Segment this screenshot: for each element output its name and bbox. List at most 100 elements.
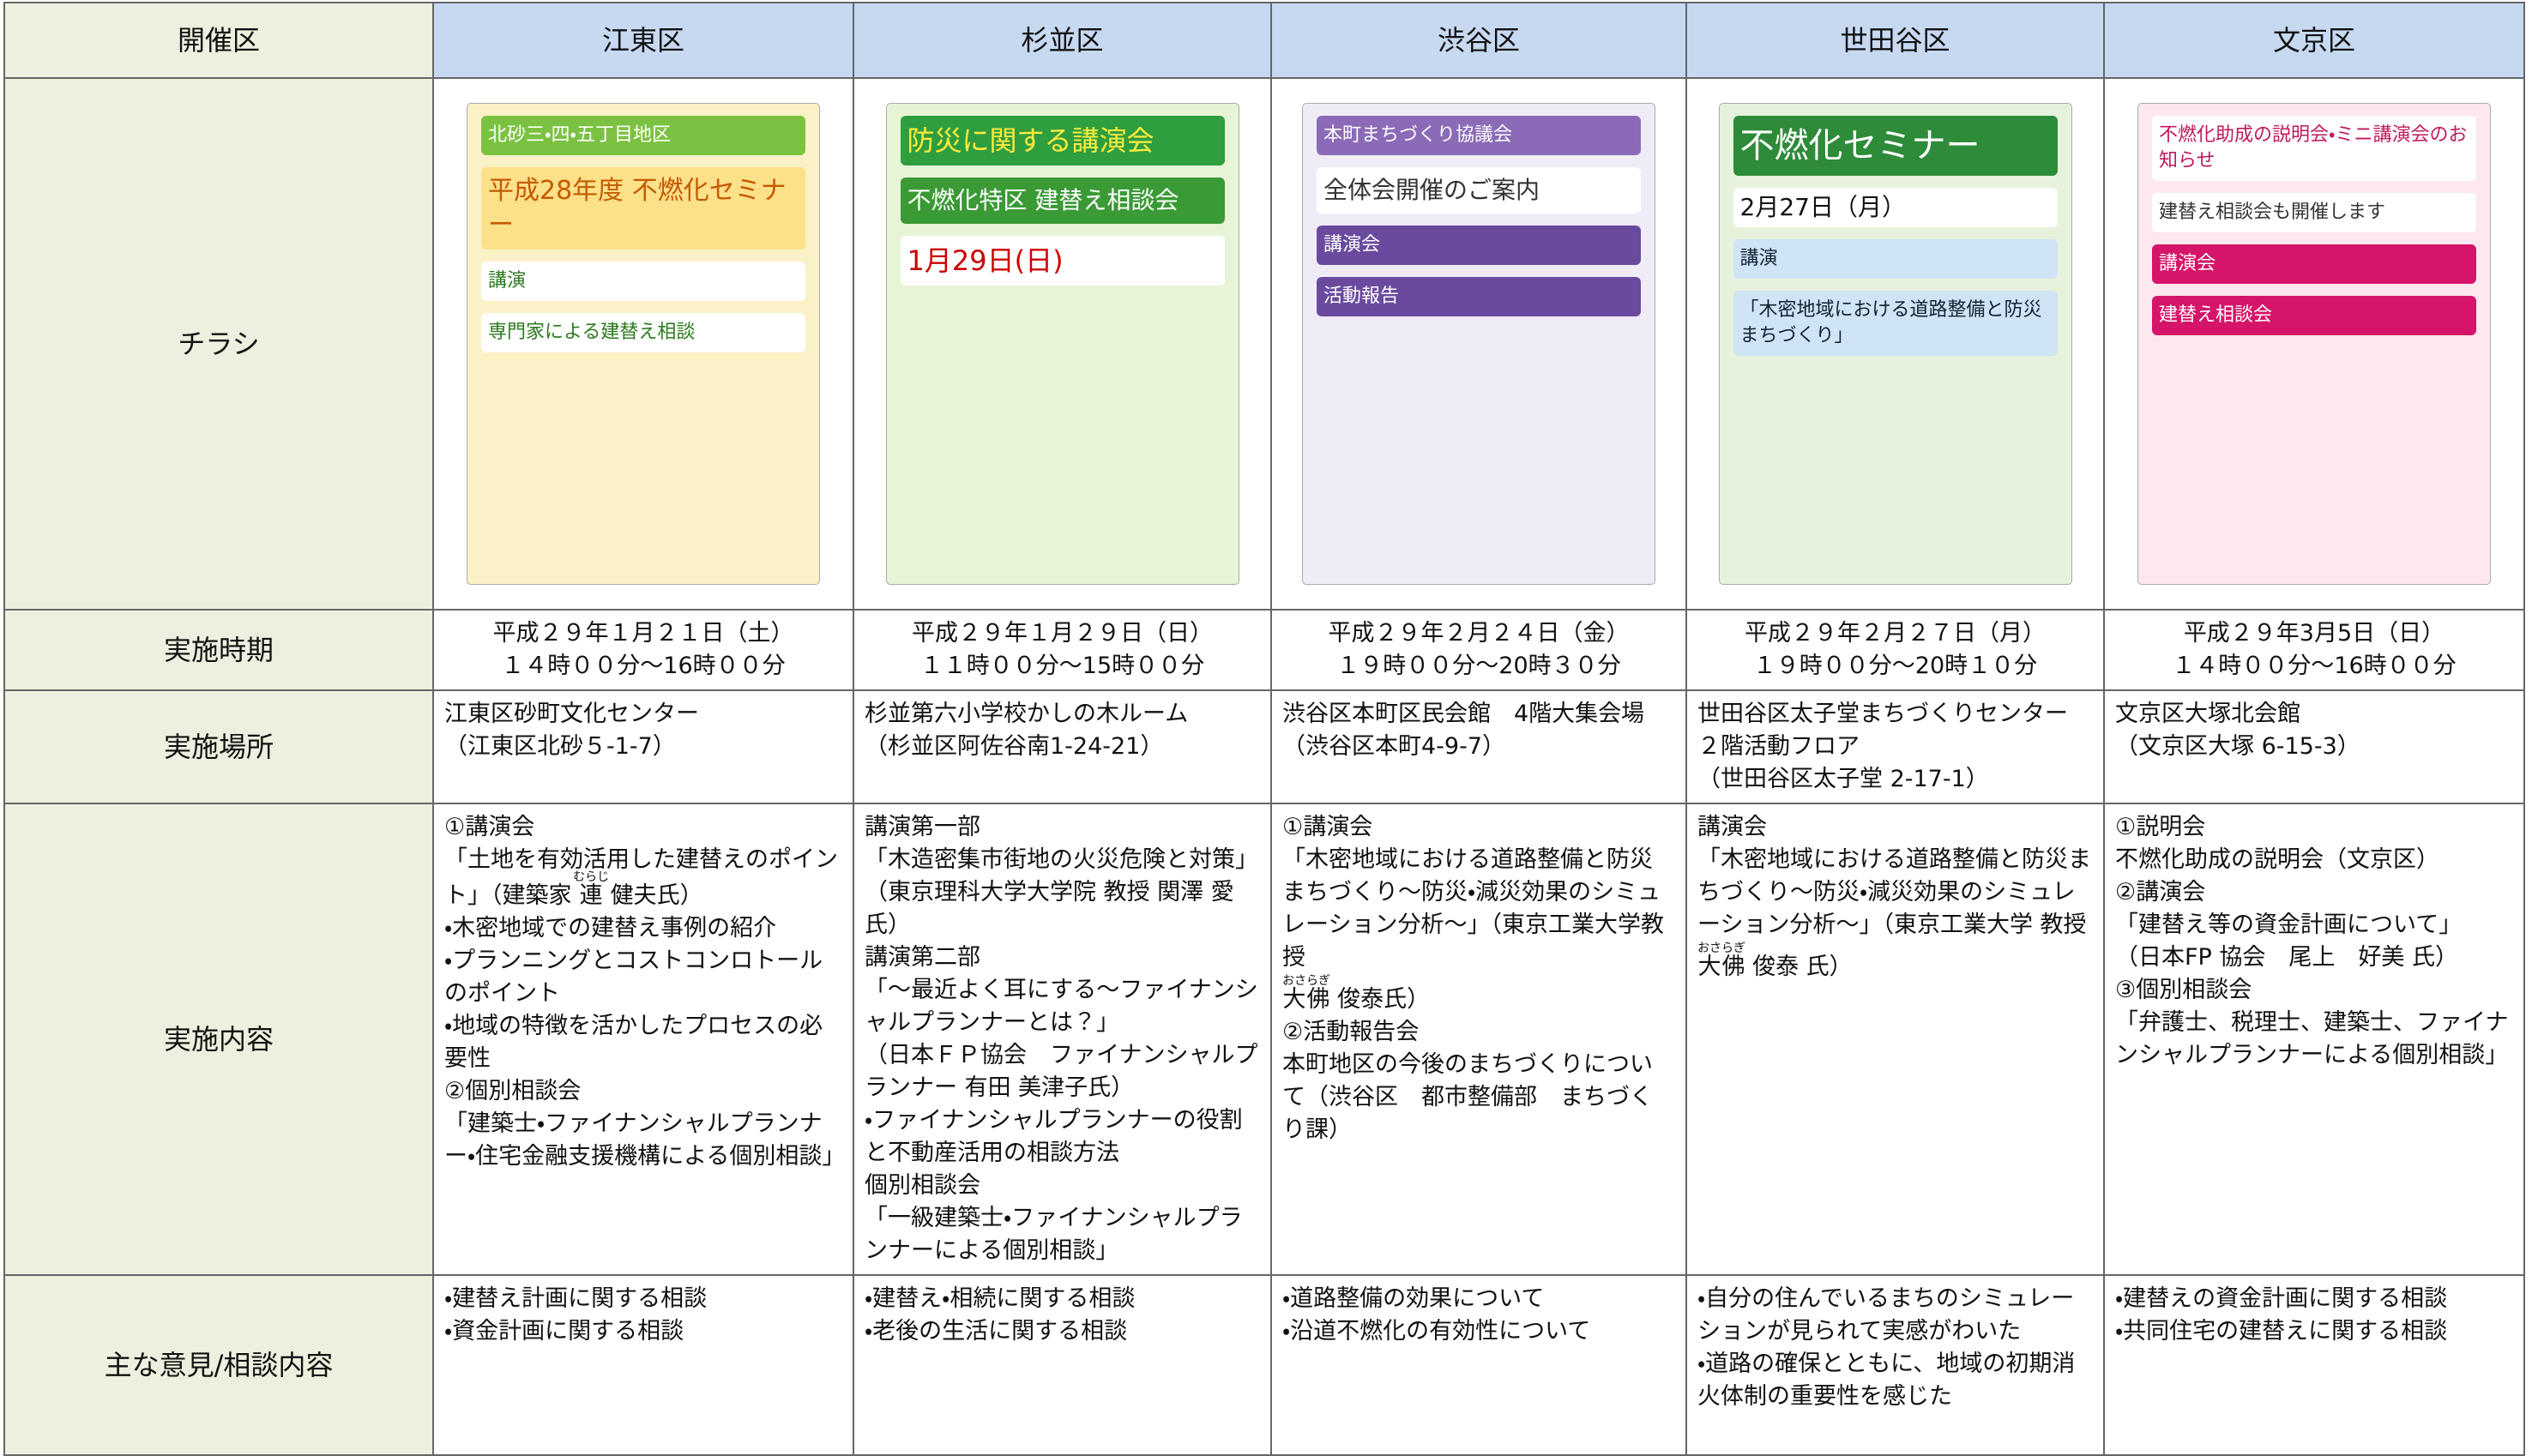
cell: 平成２９年１月２１日（土） １４時００分～16時００分 bbox=[432, 609, 854, 691]
cell-line: ①講演会 bbox=[444, 814, 535, 840]
cell: 平成２９年3月5日（日） １４時００分～16時００分 bbox=[2103, 609, 2525, 691]
cell-line: （東京理科大学大学院 教授 関澤 愛氏） bbox=[865, 879, 1234, 938]
cell-line: １４時００分～16時００分 bbox=[501, 653, 786, 679]
cell: 平成２９年１月２９日（日） １１時００分～15時００分 bbox=[853, 609, 1272, 691]
flyer: 防災に関する講演会 不燃化特区 建替え相談会 1月29日(日) bbox=[886, 104, 1239, 584]
flyer-text: 全体会開催のご案内 bbox=[1317, 167, 1641, 214]
flyer-text: 防災に関する講演会 bbox=[900, 116, 1225, 165]
flyer-text: 不燃化助成の説明会・ミニ講演会のお知らせ bbox=[2152, 116, 2476, 181]
cell-line: （日本FP 協会 尾上 好美 氏） bbox=[2115, 944, 2458, 971]
cell-line: ・沿道不燃化の有効性について bbox=[1282, 1318, 1591, 1345]
table-body: チラシ 北砂三・四・五丁目地区 平成28年度 不燃化セミナー 講演 専門家による建替え相… bbox=[3, 77, 2525, 1456]
flyer-cell: 本町まちづくり協議会 全体会開催のご案内 講演会 活動報告 bbox=[1270, 77, 1687, 611]
cell-line: ②活動報告会 bbox=[1282, 1019, 1420, 1045]
cell-line: 講演第一部 bbox=[865, 814, 980, 840]
cell-line: 本町地区の今後のまちづくりについて（渋谷区 都市整備部 まちづくり課） bbox=[1282, 1051, 1653, 1143]
cell-line: 世田谷区太子堂まちづくりセンター ２階活動フロア bbox=[1697, 701, 2091, 760]
cell: 平成２９年２月２４日（金） １９時００分～20時３０分 bbox=[1270, 609, 1687, 691]
cell-line: ・プランニングとコストコンロトールのポイント bbox=[444, 948, 823, 1007]
cell-line: 「一級建築士・ファイナンシャルプランナーによる個別相談」 bbox=[865, 1205, 1243, 1264]
cell: ・自分の住んでいるまちのシミュレーションが見られて実感がわいた ・道路の確保ととも… bbox=[1685, 1274, 2105, 1456]
cell: 世田谷区太子堂まちづくりセンター ２階活動フロア （世田谷区太子堂 2-17-1） bbox=[1685, 689, 2105, 804]
cell: ・建替え・相続に関する相談 ・老後の生活に関する相談 bbox=[853, 1274, 1272, 1456]
cell: ・道路整備の効果について ・沿道不燃化の有効性について bbox=[1270, 1274, 1687, 1456]
cell: 講演会 「木密地域における道路整備と防災まちづくり～防災・減災効果のシミュレーショ… bbox=[1685, 803, 2105, 1276]
cell-line: ①講演会 bbox=[1282, 814, 1373, 840]
ruby-text: 大佛おさらぎ bbox=[1697, 942, 1745, 980]
cell: ・建替えの資金計画に関する相談 ・共同住宅の建替えに関する相談 bbox=[2103, 1274, 2525, 1456]
cell-line: 江東区砂町文化センター bbox=[444, 701, 699, 727]
cell-line: ③個別相談会 bbox=[2115, 977, 2252, 1003]
data-row: 実施場所 江東区砂町文化センター （江東区北砂５-1-7） 杉並第六小学校かしの木ルー… bbox=[3, 689, 2525, 804]
cell-line: ・自分の住んでいるまちのシミュレーションが見られて実感がわいた bbox=[1697, 1285, 2075, 1345]
flyer-text: 建替え相談会も開催します bbox=[2152, 193, 2476, 232]
flyer-row: チラシ 北砂三・四・五丁目地区 平成28年度 不燃化セミナー 講演 専門家による建替え相… bbox=[3, 77, 2525, 611]
cell-line: 「～最近よく耳にする～ファイナンシャルプランナーとは？」 bbox=[865, 977, 1258, 1036]
cell-line: 平成２９年3月5日（日） bbox=[2183, 620, 2445, 647]
cell-line: １１時００分～15時００分 bbox=[919, 653, 1205, 679]
cell: ・建替え計画に関する相談 ・資金計画に関する相談 bbox=[432, 1274, 854, 1456]
cell: ①講演会「土地を有効活用した建替えのポイント」（建築家 連むらじ 健夫氏） ・木密… bbox=[432, 803, 854, 1276]
cell: 杉並第六小学校かしの木ルーム （杉並区阿佐谷南1-24-21） bbox=[853, 689, 1272, 804]
data-row: 実施内容 ①講演会 「土地を有効活用した建替えのポイント」（建築家 連むらじ 健夫氏… bbox=[3, 803, 2525, 1276]
text-segment: 健夫氏） bbox=[603, 882, 703, 909]
cell-line: １４時００分～16時００分 bbox=[2172, 653, 2457, 679]
cell-line: 杉並第六小学校かしの木ルーム bbox=[865, 701, 1189, 727]
header-row: 開催区 江東区 杉並区 渋谷区 世田谷区 文京区 bbox=[3, 2, 2525, 79]
cell-line: 不燃化助成の説明会（文京区） bbox=[2115, 846, 2439, 873]
cell-line: 「建築士・ファイナンシャルプランナー・住宅金融支援機構による個別相談」 bbox=[444, 1110, 846, 1170]
cell-line: ・木密地域での建替え事例の紹介 bbox=[444, 915, 777, 942]
data-row: 主な意見/相談内容 ・建替え計画に関する相談 ・資金計画に関する相談 ・建替え・相続に… bbox=[3, 1274, 2525, 1456]
cell-line: 個別相談会 bbox=[865, 1172, 980, 1199]
report-table: 開催区 江東区 杉並区 渋谷区 世田谷区 文京区 チラシ 北砂三・四・五丁目地区 平成28年度… bbox=[3, 2, 2525, 1456]
flyer-text: 2月27日（月） bbox=[1733, 188, 2058, 227]
row-label: 実施時期 bbox=[3, 609, 434, 691]
cell-line: 「弁護士、税理士、建築士、ファイナンシャルプランナーによる個別相談」 bbox=[2115, 1009, 2509, 1068]
cell: 文京区大塚北会館 （文京区大塚 6-15-3） bbox=[2103, 689, 2525, 804]
row-label: 実施内容 bbox=[3, 803, 434, 1276]
flyer-text: 本町まちづくり協議会 bbox=[1317, 116, 1641, 155]
cell-line: ・道路の確保とともに、地域の初期消火体制の重要性を感じた bbox=[1697, 1351, 2076, 1410]
ruby-base: 連 bbox=[573, 882, 610, 909]
flyer-text: 平成28年度 不燃化セミナー bbox=[481, 167, 805, 250]
flyer-text: 不燃化特区 建替え相談会 bbox=[900, 177, 1225, 224]
cell-line: （世田谷区太子堂 2-17-1） bbox=[1697, 766, 1989, 792]
cell-line: 大佛おさらぎ 俊泰氏） bbox=[1282, 974, 1675, 1016]
header-cell: 杉並区 bbox=[853, 2, 1272, 79]
cell-line: ・共同住宅の建替えに関する相談 bbox=[2115, 1318, 2448, 1345]
flyer-cell: 不燃化助成の説明会・ミニ講演会のお知らせ 建替え相談会も開催します 講演会 建替え相談… bbox=[2103, 77, 2525, 611]
ruby-text: 連むらじ bbox=[573, 870, 609, 909]
cell-line: （文京区大塚 6-15-3） bbox=[2115, 733, 2360, 760]
row-label: チラシ bbox=[3, 77, 434, 611]
cell-line: ・地域の特徴を活かしたプロセスの必要性 bbox=[444, 1013, 823, 1072]
flyer-text: 「木密地域における道路整備と防災まちづくり」 bbox=[1733, 291, 2058, 356]
flyer-cell: 北砂三・四・五丁目地区 平成28年度 不燃化セミナー 講演 専門家による建替え相談 bbox=[432, 77, 854, 611]
cell-line: 渋谷区本町区民会館 4階大集会場 bbox=[1282, 701, 1645, 727]
ruby-reading: おさらぎ bbox=[1282, 974, 1330, 988]
flyer: 不燃化セミナー 2月27日（月） 講演 「木密地域における道路整備と防災まちづくり」 bbox=[1719, 104, 2071, 584]
cell-line: 「土地を有効活用した建替えのポイント」（建築家 連むらじ 健夫氏） bbox=[444, 844, 842, 912]
cell-line: （日本ＦＰ協会 ファイナンシャルプランナー 有田 美津子氏） bbox=[865, 1042, 1258, 1101]
cell-line: 「木造密集市街地の火災危険と対策」 bbox=[865, 846, 1258, 873]
header-cell: 江東区 bbox=[432, 2, 854, 79]
cell-line: 講演会 bbox=[1697, 814, 1767, 840]
header-cell: 開催区 bbox=[3, 2, 434, 79]
data-row: 実施時期 平成２９年１月２１日（土） １４時００分～16時００分 平成２９年１月２９日… bbox=[3, 609, 2525, 691]
flyer: 本町まちづくり協議会 全体会開催のご案内 講演会 活動報告 bbox=[1303, 104, 1655, 584]
cell-line: ・老後の生活に関する相談 bbox=[865, 1318, 1128, 1345]
header-cell: 渋谷区 bbox=[1270, 2, 1687, 79]
cell-line: 平成２９年２月２４日（金） bbox=[1328, 620, 1630, 647]
cell-line: １９時００分～20時１０分 bbox=[1752, 653, 2038, 679]
row-label: 実施場所 bbox=[3, 689, 434, 804]
text-segment: 俊泰氏） bbox=[1329, 986, 1431, 1013]
cell: 渋谷区本町区民会館 4階大集会場 （渋谷区本町4-9-7） bbox=[1270, 689, 1687, 804]
cell-line: １９時００分～20時３０分 bbox=[1336, 653, 1621, 679]
cell: ①説明会 不燃化助成の説明会（文京区） ②講演会 「建替え等の資金計画について」 （日本… bbox=[2103, 803, 2525, 1276]
ruby-reading: むらじ bbox=[573, 870, 610, 884]
cell-line: ・建替え・相続に関する相談 bbox=[865, 1285, 1136, 1312]
cell-line: ・建替え計画に関する相談 bbox=[444, 1285, 708, 1312]
ruby-reading: おさらぎ bbox=[1697, 942, 1745, 955]
cell-line: 平成２９年１月２９日（日） bbox=[912, 620, 1213, 647]
cell: ①講演会 「木密地域における道路整備と防災まちづくり～防災・減災効果のシミュレーシ… bbox=[1270, 803, 1687, 1276]
